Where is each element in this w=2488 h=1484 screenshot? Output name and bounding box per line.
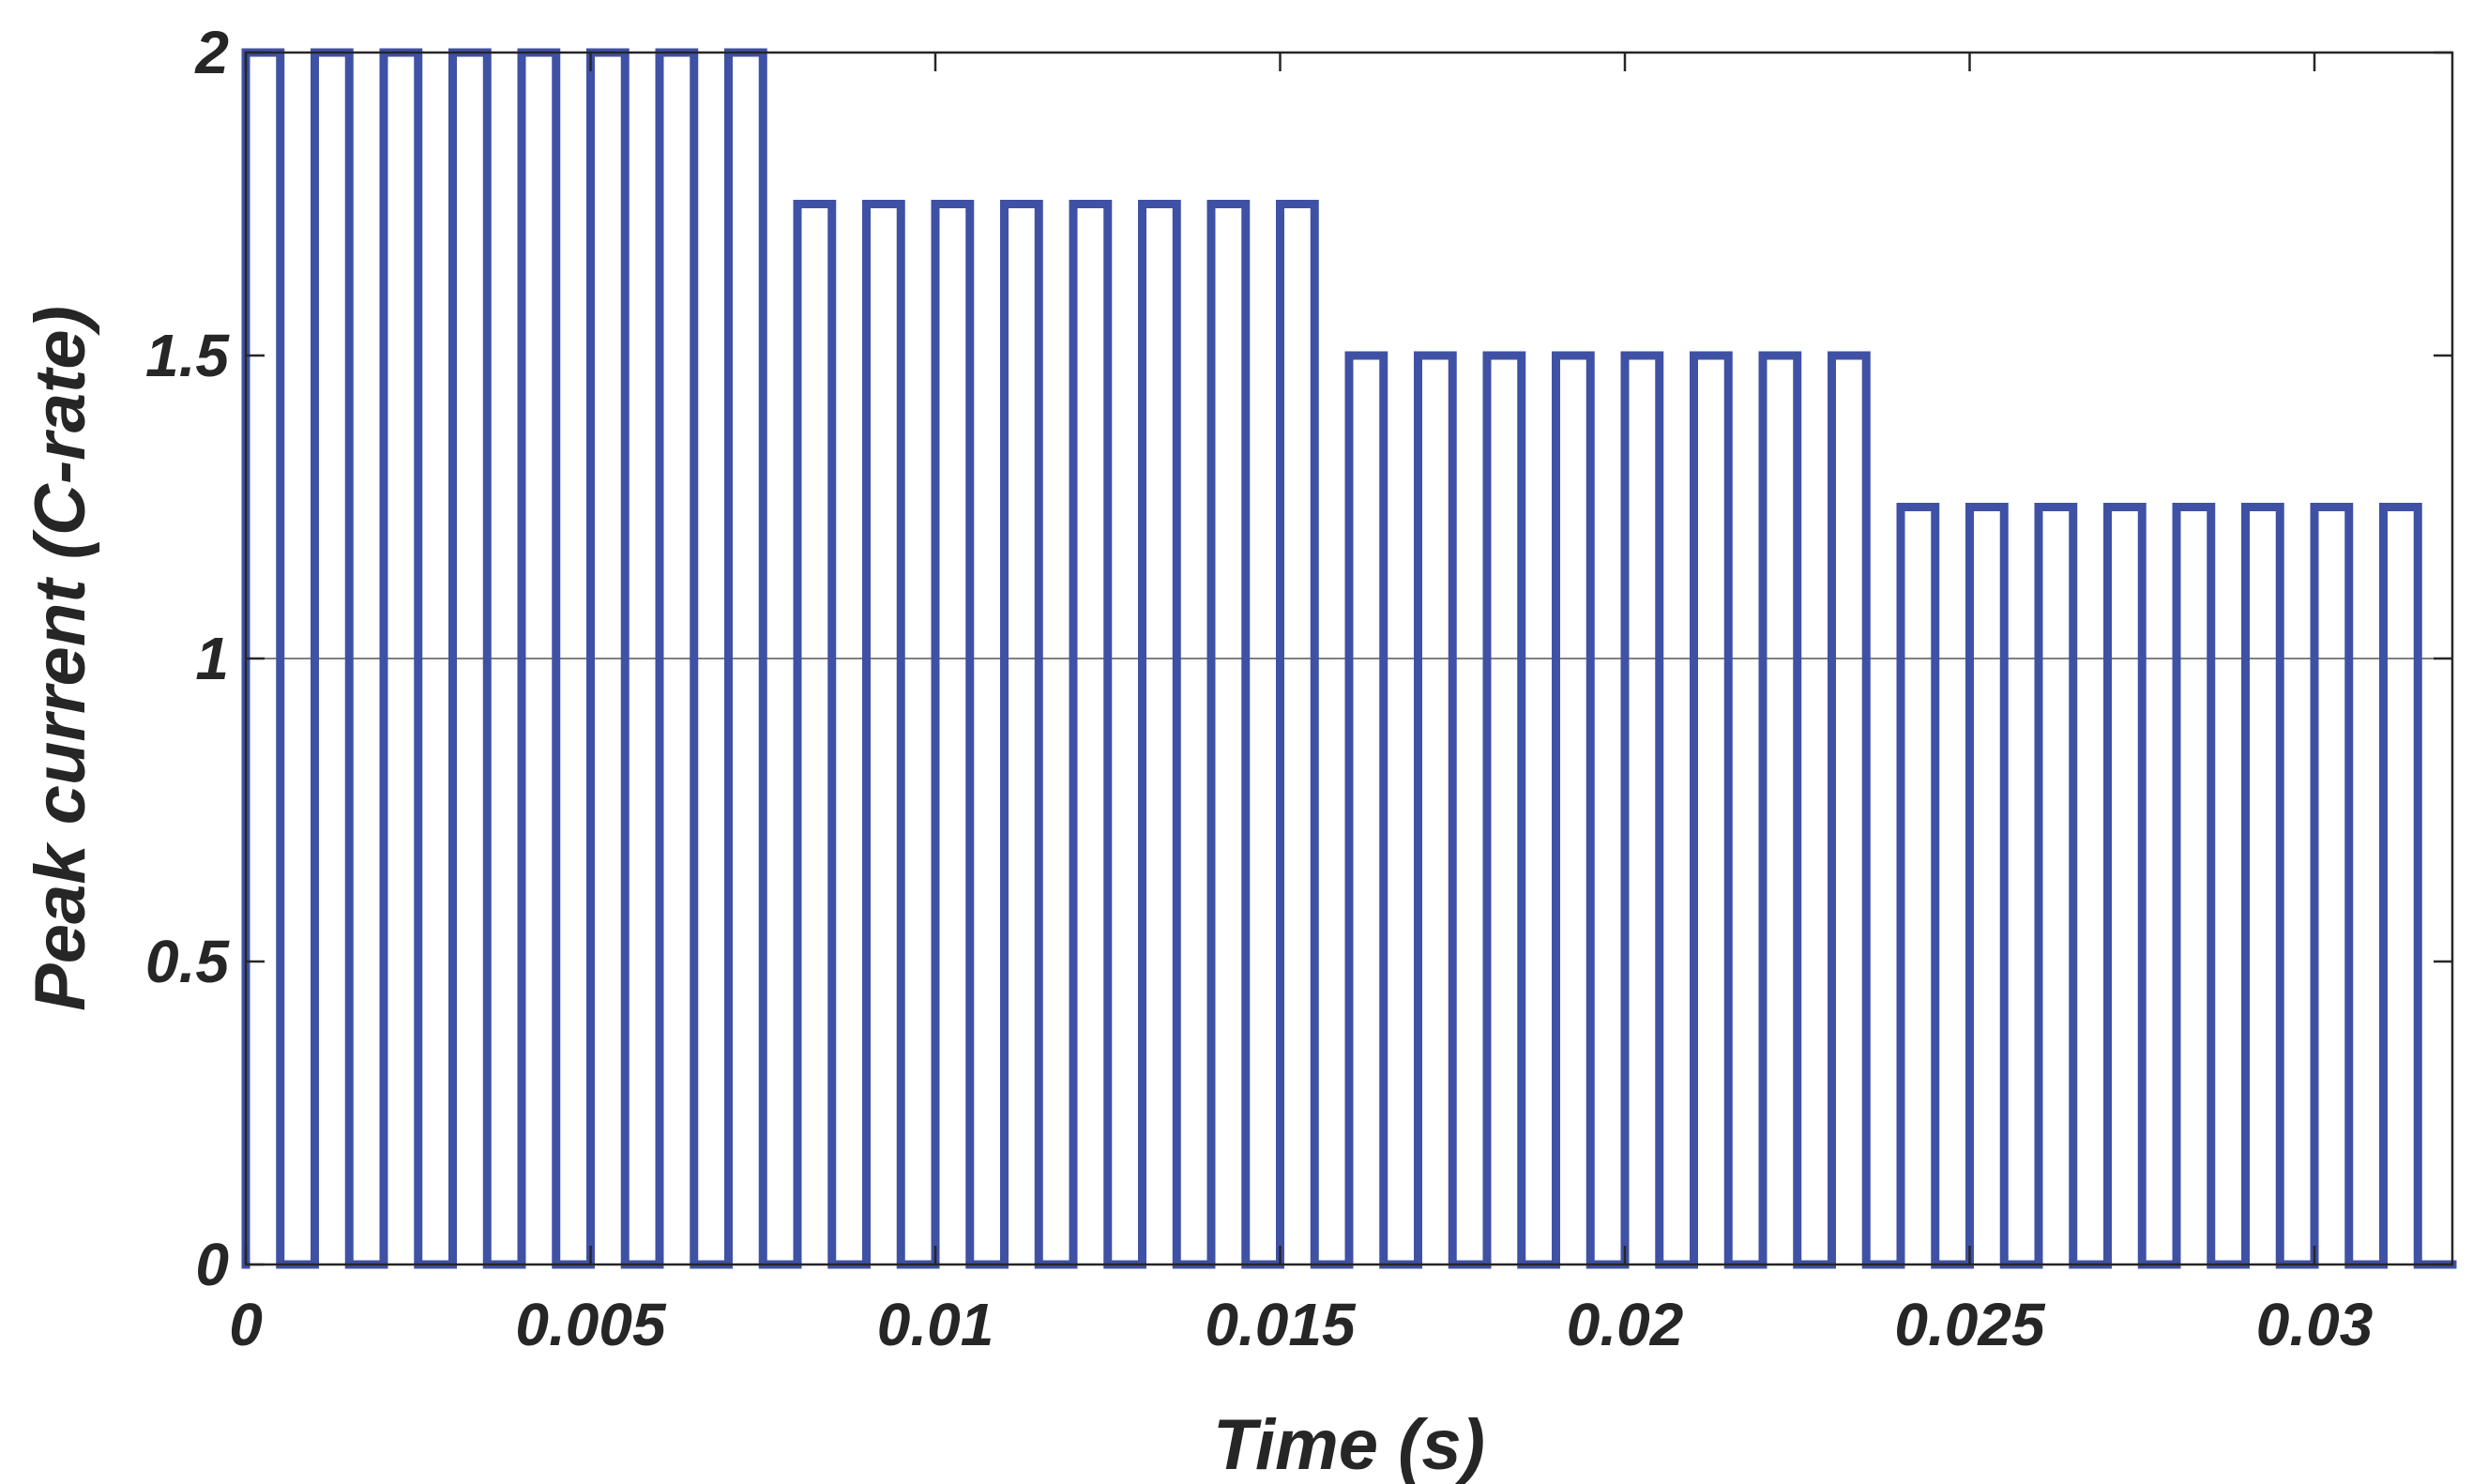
x-tick-label: 0.01: [877, 1291, 994, 1358]
x-tick-label: 0.005: [515, 1291, 667, 1358]
y-tick-label: 0: [195, 1231, 229, 1298]
y-axis-title: Peak current (C-rate): [21, 306, 100, 1011]
x-tick-label: 0.015: [1205, 1291, 1357, 1358]
tick-layer: [244, 51, 2452, 1266]
x-axis-title: Time (s): [1213, 1405, 1485, 1484]
y-tick-label: 1.5: [145, 322, 230, 389]
y-tick-label: 1: [195, 625, 229, 692]
x-tick-label: 0.02: [1567, 1291, 1684, 1358]
y-tick-labels: 0 0.5 1 1.5 2: [145, 19, 230, 1298]
x-tick-label: 0: [229, 1291, 263, 1358]
x-tick-label: 0.03: [2256, 1291, 2374, 1358]
y-tick-label: 2: [194, 19, 229, 86]
y-tick-label: 0.5: [145, 928, 230, 995]
x-tick-label: 0.025: [1894, 1291, 2046, 1358]
x-tick-labels: 0 0.005 0.01 0.015 0.02 0.025 0.03: [229, 1291, 2373, 1358]
